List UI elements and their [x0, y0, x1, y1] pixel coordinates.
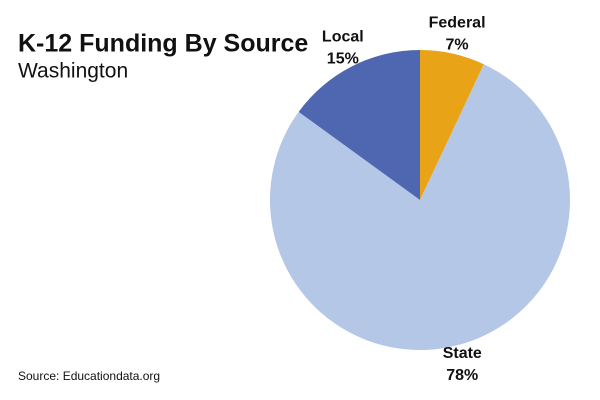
value-label: 78% [446, 367, 478, 384]
chart-subtitle: Washington [18, 60, 128, 83]
chart-title: K-12 Funding By Source [18, 30, 308, 58]
pie-slice [298, 50, 420, 200]
slice-label: Local [322, 29, 364, 46]
value-label: 7% [446, 36, 469, 53]
pie-slice [270, 64, 571, 350]
slice-label: Federal [429, 14, 486, 31]
slice-label: State [443, 345, 482, 362]
source-note: Source: Educationdata.org [18, 369, 160, 383]
pie-slice [420, 50, 484, 200]
value-label: 15% [327, 51, 359, 68]
